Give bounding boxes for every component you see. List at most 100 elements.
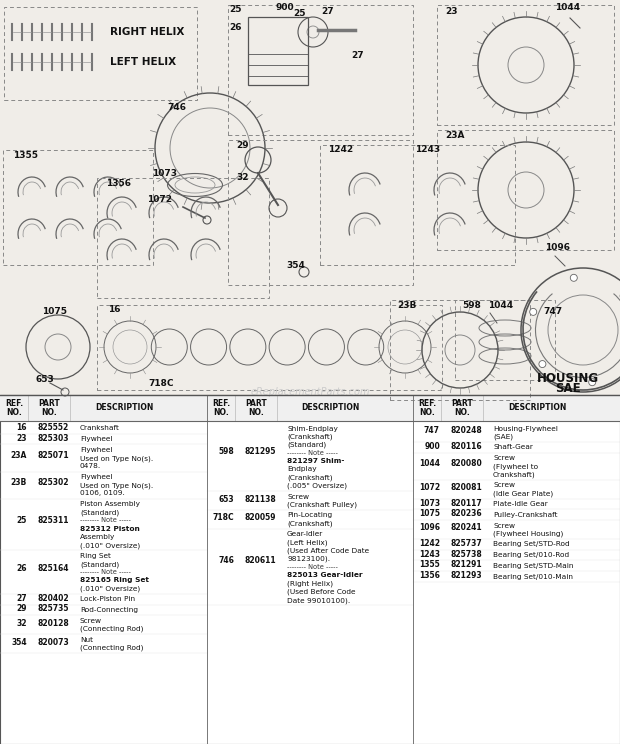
Text: Crankshaft): Crankshaft) — [493, 472, 536, 478]
Text: 27: 27 — [352, 51, 365, 60]
Bar — [97, 178, 269, 298]
Text: 16: 16 — [108, 306, 120, 315]
Text: (Crankshaft): (Crankshaft) — [287, 475, 332, 481]
Text: 746: 746 — [218, 557, 234, 565]
Text: 1044: 1044 — [419, 460, 440, 469]
Text: 27: 27 — [16, 594, 27, 603]
Text: 1355: 1355 — [419, 560, 440, 569]
Text: 746: 746 — [167, 103, 187, 112]
Text: 1073: 1073 — [153, 168, 177, 178]
Text: Ring Set: Ring Set — [80, 553, 111, 559]
Text: Crankshaft: Crankshaft — [80, 426, 120, 432]
Text: Pulley-Crankshaft: Pulley-Crankshaft — [493, 512, 557, 518]
Text: Bearing Set/010-Main: Bearing Set/010-Main — [493, 574, 573, 580]
Text: 820080: 820080 — [450, 460, 482, 469]
Text: 900: 900 — [424, 442, 440, 451]
Text: PART
NO.: PART NO. — [245, 399, 267, 417]
Text: (Right Helix): (Right Helix) — [287, 580, 333, 587]
Text: Nut: Nut — [80, 637, 93, 643]
Text: 820081: 820081 — [450, 483, 482, 492]
Text: 1096: 1096 — [419, 524, 440, 533]
Text: (SAE): (SAE) — [493, 434, 513, 440]
Text: Screw: Screw — [287, 493, 309, 500]
Text: 820073: 820073 — [37, 638, 69, 647]
Text: REF.
NO.: REF. NO. — [5, 399, 23, 417]
Text: Flywheel: Flywheel — [80, 436, 112, 442]
Text: RIGHT HELIX: RIGHT HELIX — [110, 27, 184, 37]
Text: (Connecting Rod): (Connecting Rod) — [80, 645, 143, 651]
Text: 825302: 825302 — [37, 478, 69, 487]
Text: LEFT HELIX: LEFT HELIX — [110, 57, 176, 67]
Text: Bearing Set/010-Rod: Bearing Set/010-Rod — [493, 552, 569, 558]
Text: 1075: 1075 — [42, 307, 67, 316]
Text: Screw: Screw — [493, 522, 515, 528]
Text: Screw: Screw — [80, 618, 102, 623]
Bar — [97, 305, 442, 390]
Text: Gear-Idler: Gear-Idler — [287, 531, 323, 537]
Text: (Connecting Rod): (Connecting Rod) — [80, 626, 143, 632]
Text: Shaft-Gear: Shaft-Gear — [493, 444, 533, 450]
Text: -------- Note -----: -------- Note ----- — [287, 564, 338, 570]
Bar — [437, 5, 614, 125]
Text: PART
NO.: PART NO. — [451, 399, 473, 417]
Text: eReplacementParts.com: eReplacementParts.com — [250, 387, 370, 397]
Text: Rod-Connecting: Rod-Connecting — [80, 607, 138, 613]
Text: 32: 32 — [236, 173, 249, 182]
Text: DESCRIPTION: DESCRIPTION — [301, 403, 360, 412]
Text: 1044: 1044 — [556, 4, 580, 13]
Text: Date 99010100).: Date 99010100). — [287, 597, 350, 603]
Text: -------- Note -----: -------- Note ----- — [287, 450, 338, 456]
Text: 718C: 718C — [213, 513, 234, 522]
Text: 598: 598 — [218, 447, 234, 456]
Bar — [0, 395, 620, 744]
Text: PART
NO.: PART NO. — [38, 399, 60, 417]
Text: DESCRIPTION: DESCRIPTION — [95, 403, 153, 412]
Text: Flywheel: Flywheel — [80, 447, 112, 453]
Text: 1356: 1356 — [419, 571, 440, 580]
Text: 653: 653 — [35, 376, 54, 385]
Bar — [228, 140, 413, 285]
Text: (Standard): (Standard) — [287, 442, 326, 449]
Text: (Crankshaft): (Crankshaft) — [287, 434, 332, 440]
Bar — [390, 300, 530, 400]
Text: 820117: 820117 — [450, 498, 482, 507]
Text: Screw: Screw — [493, 482, 515, 488]
Text: 0106, 0109.: 0106, 0109. — [80, 490, 125, 496]
Bar — [0, 46, 620, 395]
Bar — [3, 150, 153, 265]
Text: 747: 747 — [424, 426, 440, 435]
Text: 653: 653 — [218, 495, 234, 504]
Text: 820402: 820402 — [37, 594, 69, 603]
Text: 1243: 1243 — [415, 146, 440, 155]
Text: REF.
NO.: REF. NO. — [212, 399, 230, 417]
Text: 820116: 820116 — [450, 442, 482, 451]
Text: (Flywheel to: (Flywheel to — [493, 464, 538, 469]
Text: 821295: 821295 — [244, 447, 276, 456]
Text: (.010" Oversize): (.010" Oversize) — [80, 586, 140, 592]
Text: 1075: 1075 — [419, 510, 440, 519]
Text: 825552: 825552 — [38, 423, 69, 432]
Text: 821291: 821291 — [450, 560, 482, 569]
Text: Housing-Flywheel: Housing-Flywheel — [493, 426, 558, 432]
Text: 23A: 23A — [445, 130, 464, 139]
Circle shape — [589, 379, 596, 385]
Text: Assembly: Assembly — [80, 534, 115, 540]
Bar — [0, 395, 620, 421]
Text: 1355: 1355 — [13, 150, 38, 159]
Text: 718C: 718C — [148, 379, 174, 388]
Text: 825071: 825071 — [37, 452, 69, 461]
Circle shape — [529, 308, 537, 315]
Text: Shim-Endplay: Shim-Endplay — [287, 426, 338, 432]
Text: 825164: 825164 — [37, 564, 69, 573]
Text: 825738: 825738 — [450, 550, 482, 559]
Text: 354: 354 — [286, 260, 306, 269]
Text: (Idle Gear Plate): (Idle Gear Plate) — [493, 490, 553, 497]
Text: 26: 26 — [17, 564, 27, 573]
Text: DESCRIPTION: DESCRIPTION — [508, 403, 567, 412]
Circle shape — [570, 275, 577, 281]
Text: 1242: 1242 — [328, 146, 353, 155]
Text: 821297 Shim-: 821297 Shim- — [287, 458, 344, 464]
Text: 25: 25 — [294, 10, 306, 19]
Text: 825737: 825737 — [450, 539, 482, 548]
Text: -------- Note -----: -------- Note ----- — [80, 569, 131, 575]
